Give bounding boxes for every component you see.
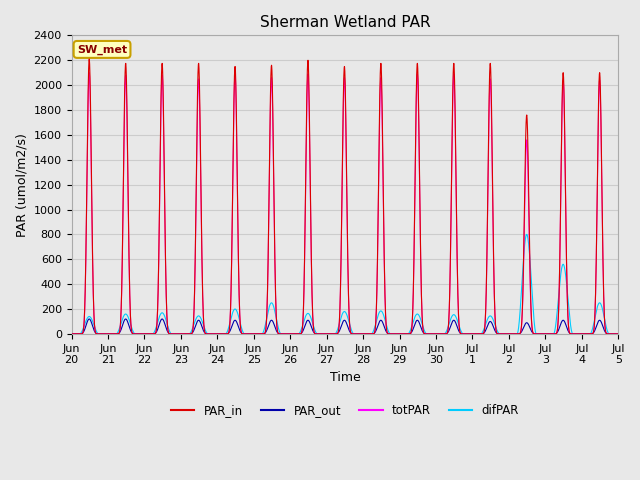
Legend: PAR_in, PAR_out, totPAR, difPAR: PAR_in, PAR_out, totPAR, difPAR bbox=[166, 399, 524, 422]
Title: Sherman Wetland PAR: Sherman Wetland PAR bbox=[260, 15, 430, 30]
Text: SW_met: SW_met bbox=[77, 44, 127, 55]
X-axis label: Time: Time bbox=[330, 371, 360, 384]
Y-axis label: PAR (umol/m2/s): PAR (umol/m2/s) bbox=[15, 132, 28, 237]
